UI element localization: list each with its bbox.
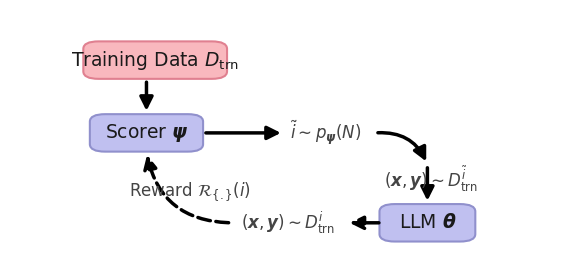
FancyBboxPatch shape <box>83 41 227 79</box>
Text: Reward $\mathcal{R}_{\{.\}}(i)$: Reward $\mathcal{R}_{\{.\}}(i)$ <box>129 180 251 203</box>
Text: $\tilde{i} \sim p_{\boldsymbol{\psi}}(N)$: $\tilde{i} \sim p_{\boldsymbol{\psi}}(N)… <box>290 119 361 147</box>
FancyBboxPatch shape <box>90 114 203 152</box>
Text: LLM $\boldsymbol{\theta}$: LLM $\boldsymbol{\theta}$ <box>398 213 456 232</box>
Text: $(\boldsymbol{x}, \boldsymbol{y}) \sim D_{\mathrm{trn}}^{i}$: $(\boldsymbol{x}, \boldsymbol{y}) \sim D… <box>241 210 335 236</box>
FancyBboxPatch shape <box>379 204 475 242</box>
Text: Training Data $D_{\mathrm{trn}}$: Training Data $D_{\mathrm{trn}}$ <box>71 49 239 72</box>
Text: Scorer $\boldsymbol{\psi}$: Scorer $\boldsymbol{\psi}$ <box>105 122 188 144</box>
Text: $(\boldsymbol{x}, \boldsymbol{y}) \sim D_{\mathrm{trn}}^{\tilde{i}}$: $(\boldsymbol{x}, \boldsymbol{y}) \sim D… <box>384 164 478 194</box>
